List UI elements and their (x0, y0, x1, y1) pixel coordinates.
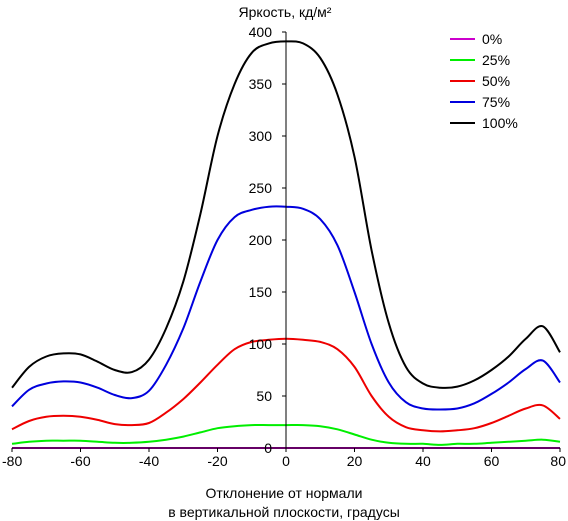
x-tick-label: 60 (484, 453, 500, 469)
x-tick-label: -60 (70, 453, 90, 469)
y-tick-label: 250 (249, 180, 273, 196)
legend-label: 0% (482, 31, 502, 47)
x-tick-label: 0 (282, 453, 290, 469)
y-tick-label: 350 (249, 76, 273, 92)
x-tick-label: 80 (550, 453, 566, 469)
legend-label: 100% (482, 115, 518, 131)
x-tick-label: 40 (415, 453, 431, 469)
y-tick-label: 300 (249, 128, 273, 144)
legend: 0% 25% 50% 75% 100% (450, 31, 518, 131)
y-tick-label: 0 (264, 440, 272, 456)
x-ticks: -80 -60 -40 -20 0 20 40 60 80 (2, 448, 566, 469)
y-tick-label: 100 (249, 336, 273, 352)
y-tick-label: 50 (256, 388, 272, 404)
x-tick-label: 20 (347, 453, 363, 469)
y-axis-title: Яркость, кд/м² (239, 4, 332, 20)
legend-label: 50% (482, 73, 510, 89)
y-ticks: 0 50 100 150 200 250 300 350 400 (249, 24, 286, 456)
y-tick-label: 200 (249, 232, 273, 248)
legend-label: 25% (482, 52, 510, 68)
x-axis-title-line2: в вертикальной плоскости, градусы (168, 504, 400, 520)
y-tick-label: 150 (249, 284, 273, 300)
y-tick-label: 400 (249, 24, 273, 40)
x-tick-label: -20 (207, 453, 227, 469)
legend-label: 75% (482, 94, 510, 110)
x-tick-label: -40 (139, 453, 159, 469)
x-axis-title-line1: Отклонение от нормали (206, 485, 363, 501)
x-tick-label: -80 (2, 453, 22, 469)
